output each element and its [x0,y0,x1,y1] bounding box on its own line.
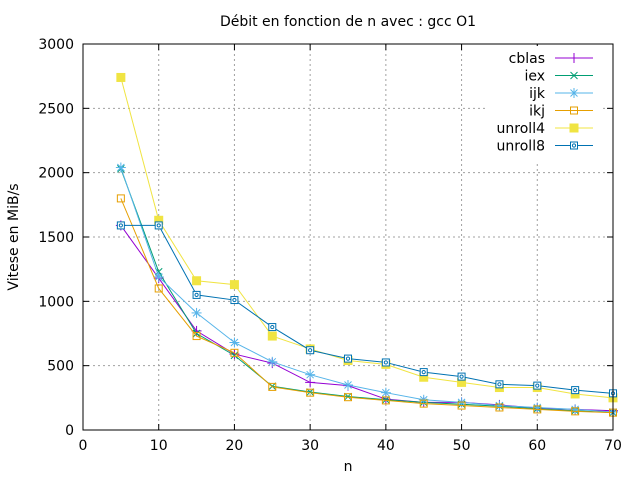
data-point-marker [154,284,163,293]
data-point-marker [230,348,239,357]
data-point-marker [116,194,125,203]
series-ijk [115,162,618,417]
data-point-marker [230,351,239,360]
x-tick-label: 30 [301,438,319,454]
legend-item-unroll4: unroll4 [497,121,593,137]
data-point-marker [495,403,504,412]
data-point-marker [343,379,353,390]
legend-label: iex [524,69,545,85]
legend-item-iex: iex [524,69,593,85]
data-point-marker [570,71,578,80]
data-point-marker [419,368,428,377]
chart-title: Débit en fonction de n avec : gcc O1 [220,14,476,30]
legend-item-cblas: cblas [509,51,593,67]
data-point-marker [268,323,277,332]
data-point-marker [381,358,390,367]
data-point-marker [569,53,579,63]
data-point-marker [192,290,201,299]
data-point-marker [306,388,314,396]
data-point-marker [154,221,163,230]
data-point-marker [571,407,580,416]
x-tick-label: 70 [604,438,622,454]
data-point-marker [229,280,239,290]
x-axis-title: n [344,459,353,475]
data-point-marker [192,276,202,286]
data-point-marker [191,325,202,336]
x-tick-label: 50 [453,438,471,454]
x-tick-label: 0 [79,438,88,454]
series-line [120,224,614,394]
legend-label: cblas [509,51,545,67]
data-point-marker [116,72,126,82]
data-point-marker [533,405,542,414]
data-point-marker [344,354,352,363]
data-point-marker [230,296,239,305]
data-point-marker [115,162,126,173]
data-point-marker [344,393,352,402]
series-layer [115,72,618,417]
series-line [120,77,614,399]
ticks: 0 10 20 30 40 50 60 70 0 500 1000 1500 2000 2500 3000 [38,37,622,454]
x-tick-label: 10 [150,438,168,454]
data-point-marker [192,332,201,341]
data-point-marker [306,346,315,355]
legend-item-unroll8: unroll8 [497,139,593,155]
y-tick-label: 2500 [38,101,74,117]
data-point-marker [419,399,428,408]
data-point-marker [191,307,202,318]
series-iex [117,164,617,417]
data-point-marker [229,337,240,348]
data-point-marker [570,141,578,150]
series-line [120,168,614,414]
legend-background [488,46,600,162]
legend-label: unroll8 [497,139,545,155]
data-point-marker [533,381,542,390]
y-tick-label: 1000 [38,294,74,310]
data-point-marker [116,221,125,230]
data-point-marker [569,88,579,98]
y-tick-label: 1500 [38,230,74,246]
data-point-marker [267,356,278,367]
x-tick-label: 60 [528,438,546,454]
x-tick-label: 20 [226,438,244,454]
data-point-marker [306,388,315,397]
data-point-marker [571,386,580,395]
series-line [120,198,614,414]
legend-label: ijk [529,86,546,102]
data-point-marker [268,382,277,391]
data-point-marker [457,372,466,381]
data-point-marker [457,401,466,410]
x-tick-label: 40 [377,438,395,454]
data-point-marker [382,395,390,404]
data-point-marker [380,387,391,398]
data-point-marker [570,106,578,115]
data-point-marker [267,331,277,341]
data-point-marker [192,329,201,338]
data-point-marker [569,123,579,133]
data-point-marker [305,369,316,380]
y-tick-label: 3000 [38,37,74,53]
legend-label: unroll4 [497,121,546,137]
legend-label: ikj [529,104,545,120]
data-point-marker [495,380,504,389]
legend-item-ijk: ijk [529,86,593,102]
data-point-marker [153,271,164,282]
series-line [120,167,614,413]
series-ikj [116,194,617,417]
legend-item-ikj: ikj [529,104,593,120]
y-tick-label: 2000 [38,166,74,182]
y-axis-title: Vitese en MiB/s [6,183,22,290]
data-point-marker [381,396,390,405]
y-tick-label: 0 [65,423,74,439]
y-tick-label: 500 [47,359,74,375]
data-point-marker [344,392,352,401]
